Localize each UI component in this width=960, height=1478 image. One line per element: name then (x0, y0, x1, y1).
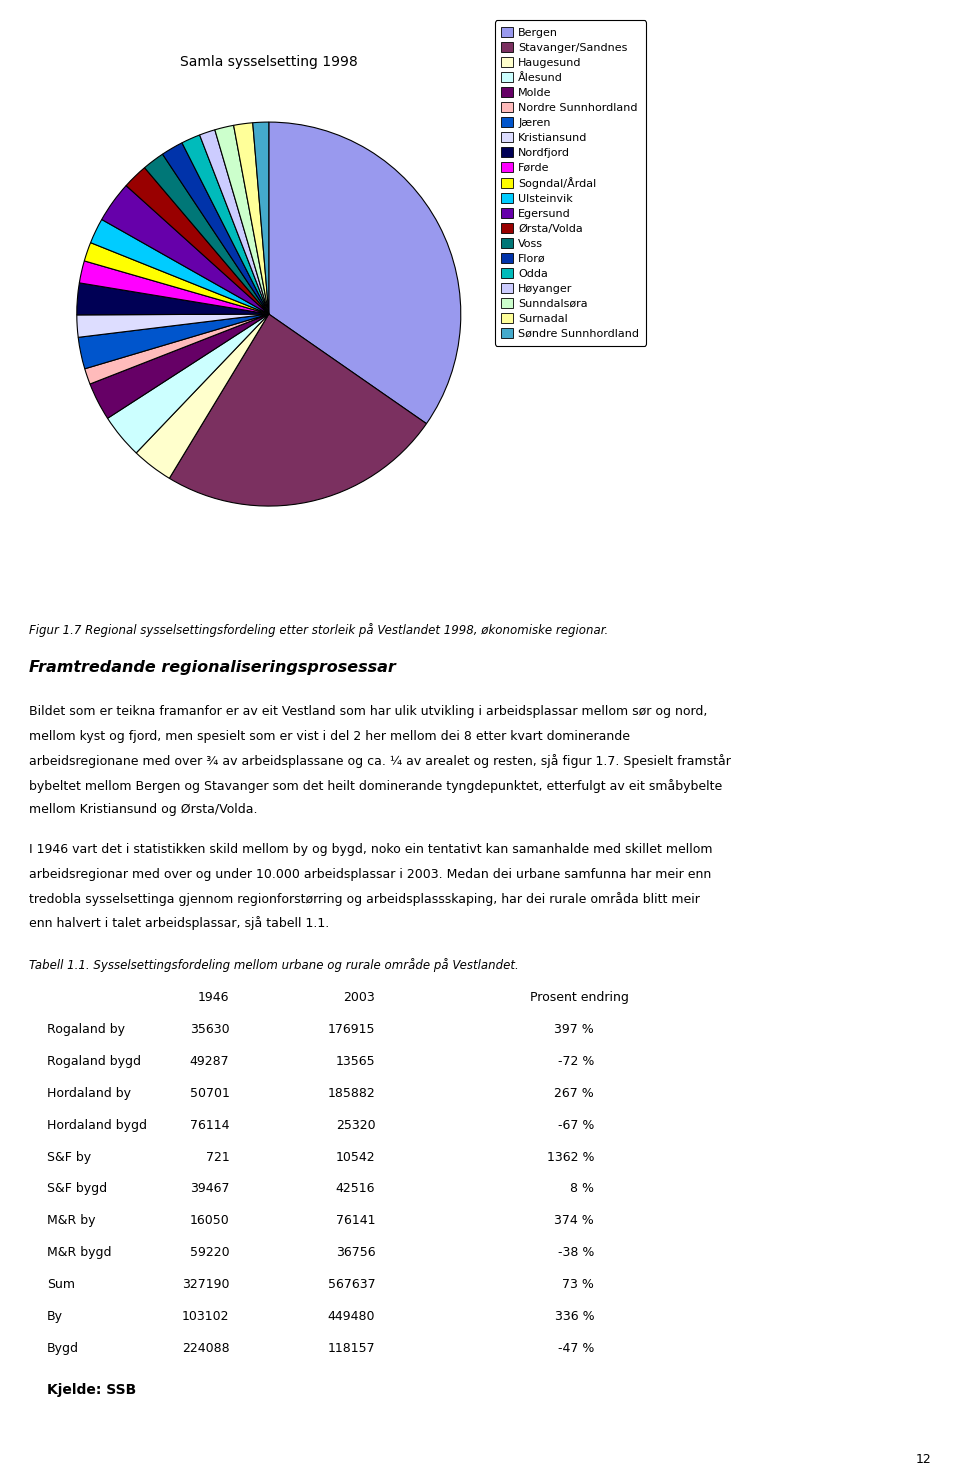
Wedge shape (102, 186, 269, 315)
Text: tredobla sysselsettinga gjennom regionforstørring og arbeidsplassskaping, har de: tredobla sysselsettinga gjennom regionfo… (29, 893, 700, 906)
Wedge shape (215, 126, 269, 315)
Text: mellom kyst og fjord, men spesielt som er vist i del 2 her mellom dei 8 etter kv: mellom kyst og fjord, men spesielt som e… (29, 730, 630, 743)
Text: Prosent endring: Prosent endring (530, 992, 629, 1005)
Text: 36756: 36756 (336, 1246, 375, 1259)
Legend: Bergen, Stavanger/Sandnes, Haugesund, Ålesund, Molde, Nordre Sunnhordland, Jæren: Bergen, Stavanger/Sandnes, Haugesund, Ål… (494, 21, 646, 346)
Text: mellom Kristiansund og Ørsta/Volda.: mellom Kristiansund og Ørsta/Volda. (29, 803, 257, 816)
Text: 185882: 185882 (327, 1086, 375, 1100)
Text: 13565: 13565 (336, 1055, 375, 1069)
Text: 42516: 42516 (336, 1182, 375, 1196)
Text: 118157: 118157 (327, 1342, 375, 1354)
Text: Figur 1.7 Regional sysselsettingsfordeling etter storleik på Vestlandet 1998, øk: Figur 1.7 Regional sysselsettingsfordeli… (29, 624, 608, 637)
Text: -72 %: -72 % (558, 1055, 594, 1069)
Text: 374 %: 374 % (555, 1215, 594, 1227)
Wedge shape (90, 219, 269, 315)
Text: 76114: 76114 (190, 1119, 229, 1132)
Text: arbeidsregionar med over og under 10.000 arbeidsplassar i 2003. Medan dei urbane: arbeidsregionar med over og under 10.000… (29, 868, 711, 881)
Text: Hordaland bygd: Hordaland bygd (47, 1119, 147, 1132)
Text: 76141: 76141 (336, 1215, 375, 1227)
Text: 567637: 567637 (327, 1278, 375, 1290)
Text: M&R by: M&R by (47, 1215, 96, 1227)
Wedge shape (84, 315, 269, 384)
Text: 16050: 16050 (190, 1215, 229, 1227)
Text: 73 %: 73 % (563, 1278, 594, 1290)
Text: arbeidsregionane med over ¾ av arbeidsplassane og ca. ¼ av arealet og resten, sj: arbeidsregionane med over ¾ av arbeidspl… (29, 754, 731, 769)
Wedge shape (84, 242, 269, 315)
Text: 59220: 59220 (190, 1246, 229, 1259)
Text: bybeltet mellom Bergen og Stavanger som det heilt dominerande tyngdepunktet, ett: bybeltet mellom Bergen og Stavanger som … (29, 779, 722, 792)
Text: Bygd: Bygd (47, 1342, 79, 1354)
Text: S&F by: S&F by (47, 1150, 91, 1163)
Text: 49287: 49287 (190, 1055, 229, 1069)
Text: 35630: 35630 (190, 1023, 229, 1036)
Wedge shape (126, 167, 269, 315)
Wedge shape (182, 134, 269, 315)
Text: 1946: 1946 (198, 992, 229, 1005)
Text: -47 %: -47 % (558, 1342, 594, 1354)
Text: 25320: 25320 (336, 1119, 375, 1132)
Text: Sum: Sum (47, 1278, 75, 1290)
Text: 8 %: 8 % (570, 1182, 594, 1196)
Text: 2003: 2003 (344, 992, 375, 1005)
Wedge shape (169, 315, 426, 505)
Text: Rogaland by: Rogaland by (47, 1023, 125, 1036)
Wedge shape (233, 123, 269, 315)
Wedge shape (252, 123, 269, 315)
Text: I 1946 vart det i statistikken skild mellom by og bygd, noko ein tentativt kan s: I 1946 vart det i statistikken skild mel… (29, 842, 712, 856)
Text: enn halvert i talet arbeidsplassar, sjå tabell 1.1.: enn halvert i talet arbeidsplassar, sjå … (29, 916, 329, 930)
Text: -38 %: -38 % (558, 1246, 594, 1259)
Wedge shape (145, 154, 269, 315)
Text: By: By (47, 1310, 63, 1323)
Wedge shape (162, 143, 269, 315)
Text: Hordaland by: Hordaland by (47, 1086, 131, 1100)
Text: 397 %: 397 % (555, 1023, 594, 1036)
Text: 327190: 327190 (182, 1278, 229, 1290)
Wedge shape (78, 315, 269, 370)
Text: 1362 %: 1362 % (547, 1150, 594, 1163)
Text: Tabell 1.1. Sysselsettingsfordeling mellom urbane og rurale område på Vestlandet: Tabell 1.1. Sysselsettingsfordeling mell… (29, 958, 518, 973)
Text: 103102: 103102 (182, 1310, 229, 1323)
Text: 224088: 224088 (181, 1342, 229, 1354)
Title: Samla sysselsetting 1998: Samla sysselsetting 1998 (180, 55, 358, 69)
Text: Framtredande regionaliseringsprosessar: Framtredande regionaliseringsprosessar (29, 661, 396, 675)
Text: 10542: 10542 (336, 1150, 375, 1163)
Text: 267 %: 267 % (555, 1086, 594, 1100)
Wedge shape (80, 262, 269, 315)
Text: 449480: 449480 (328, 1310, 375, 1323)
Text: -67 %: -67 % (558, 1119, 594, 1132)
Text: 50701: 50701 (189, 1086, 229, 1100)
Text: S&F bygd: S&F bygd (47, 1182, 108, 1196)
Wedge shape (200, 130, 269, 315)
Wedge shape (108, 315, 269, 452)
Wedge shape (90, 315, 269, 418)
Text: Kjelde: SSB: Kjelde: SSB (47, 1383, 136, 1397)
Text: 721: 721 (205, 1150, 229, 1163)
Text: 176915: 176915 (328, 1023, 375, 1036)
Wedge shape (269, 123, 461, 424)
Text: Bildet som er teikna framanfor er av eit Vestland som har ulik utvikling i arbei: Bildet som er teikna framanfor er av eit… (29, 705, 708, 718)
Text: M&R bygd: M&R bygd (47, 1246, 111, 1259)
Wedge shape (136, 315, 269, 479)
Text: 39467: 39467 (190, 1182, 229, 1196)
Text: 12: 12 (916, 1453, 931, 1466)
Wedge shape (77, 315, 269, 337)
Text: 336 %: 336 % (555, 1310, 594, 1323)
Wedge shape (77, 282, 269, 315)
Text: Rogaland bygd: Rogaland bygd (47, 1055, 141, 1069)
